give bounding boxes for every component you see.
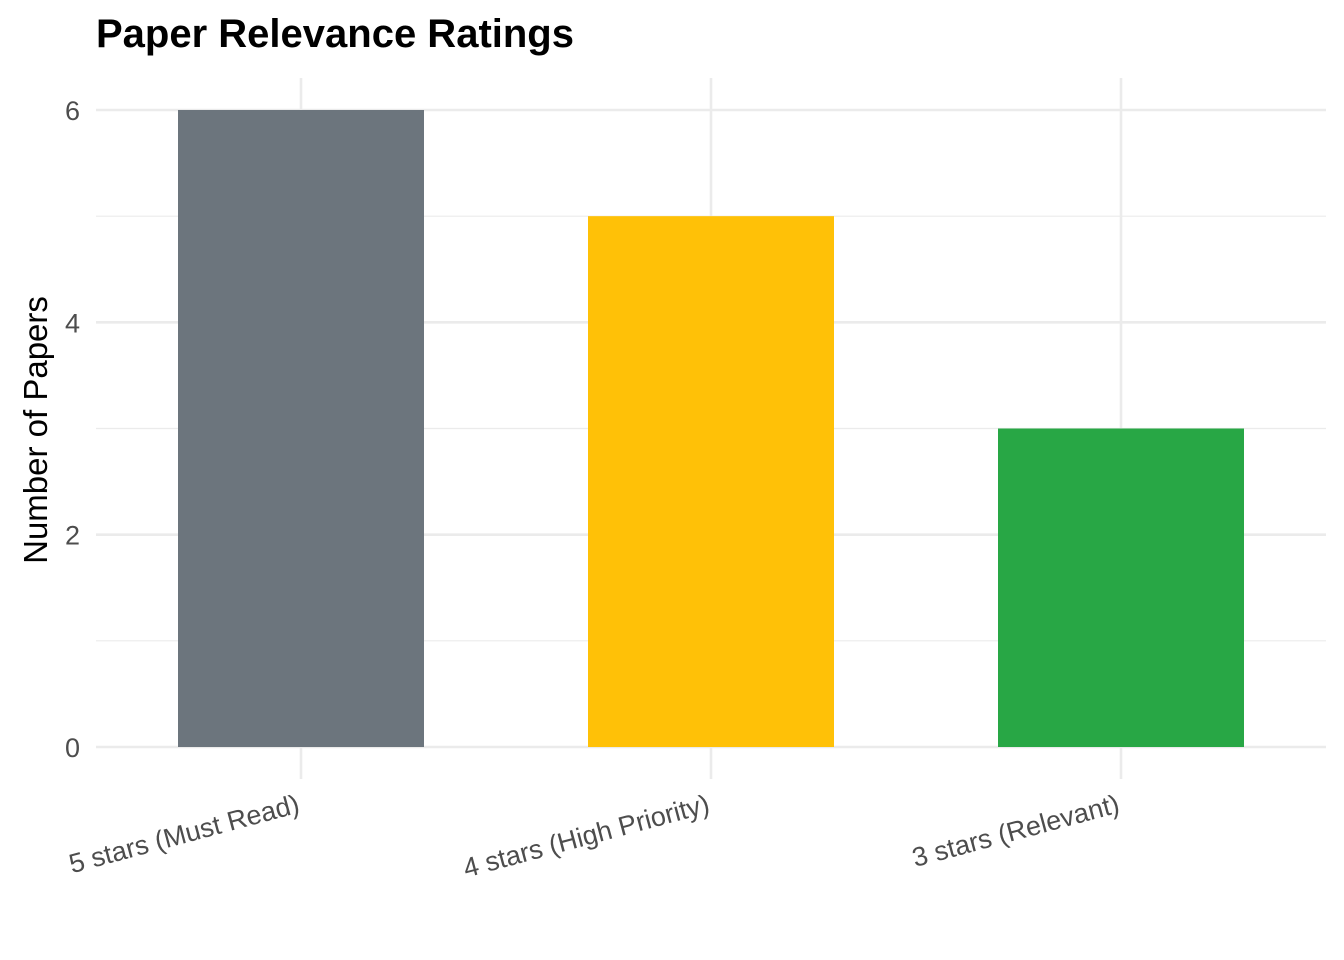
chart-title: Paper Relevance Ratings	[96, 12, 574, 56]
x-tick-label: 4 stars (High Priority)	[460, 789, 713, 884]
y-tick-labels: 0 2 4 6	[65, 96, 80, 763]
y-axis-title: Number of Papers	[17, 296, 54, 564]
x-tick-label: 3 stars (Relevant)	[909, 789, 1123, 873]
y-tick-label: 2	[65, 521, 80, 551]
y-tick-label: 6	[65, 96, 80, 126]
x-tick-label: 5 stars (Must Read)	[66, 789, 303, 879]
y-tick-label: 4	[65, 308, 80, 338]
bar	[178, 110, 424, 747]
bar	[998, 428, 1244, 747]
y-tick-label: 0	[65, 733, 80, 763]
bar	[588, 216, 834, 747]
x-tick-labels: 5 stars (Must Read) 4 stars (High Priorit…	[66, 789, 1123, 884]
bars	[178, 110, 1244, 747]
